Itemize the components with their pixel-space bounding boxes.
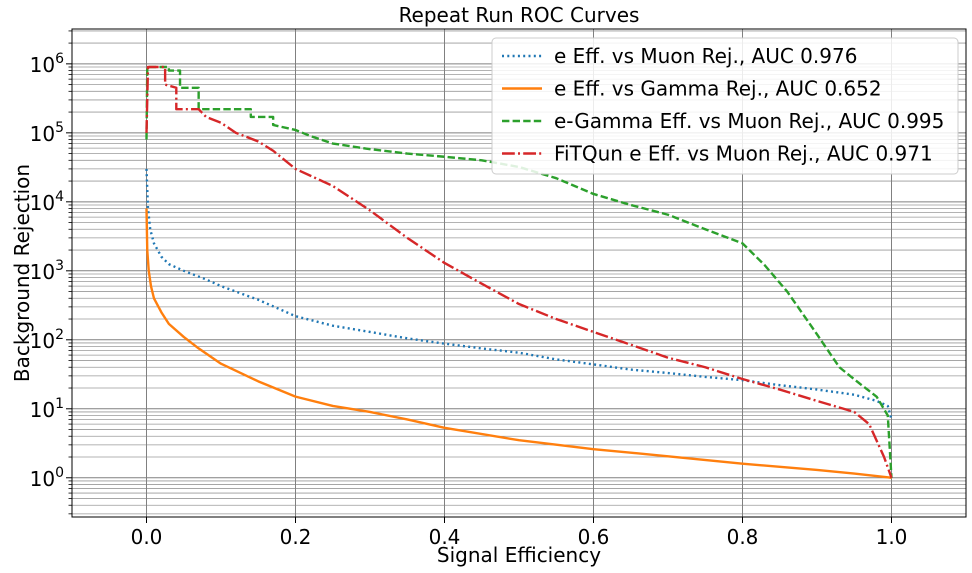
y-tick-label: 104	[30, 189, 64, 215]
y-tick-label: 101	[30, 396, 64, 422]
y-axis-ticks: 100 101 102 103 104 105 106	[30, 30, 72, 515]
series-lines	[145, 65, 893, 479]
x-axis-title: Signal Efficiency	[437, 543, 601, 567]
x-axis-ticks: 0.0 0.2 0.4 0.6 0.8 1.0	[131, 517, 908, 549]
legend-label-3: e-Gamma Eff. vs Muon Rej., AUC 0.995	[554, 109, 944, 133]
y-tick-label: 102	[30, 327, 64, 353]
chart-title: Repeat Run ROC Curves	[399, 3, 640, 27]
x-tick-label: 0.8	[727, 525, 759, 549]
y-tick-label: 106	[30, 51, 64, 77]
plot-frame	[71, 28, 967, 518]
legend-label-1: e Eff. vs Muon Rej., AUC 0.976	[554, 44, 857, 68]
x-tick-label: 0.4	[429, 525, 461, 549]
series-line-2	[145, 208, 892, 479]
y-axis-title: Background Rejection	[10, 164, 34, 382]
x-tick-label: 0.0	[131, 525, 163, 549]
y-tick-label: 103	[30, 258, 64, 284]
legend-box	[491, 37, 959, 175]
legend: e Eff. vs Muon Rej., AUC 0.976 e Eff. vs …	[491, 37, 959, 175]
series-line-1	[145, 168, 893, 420]
legend-label-4: FiTQun e Eff. vs Muon Rej., AUC 0.971	[554, 142, 933, 166]
legend-label-2: e Eff. vs Gamma Rej., AUC 0.652	[554, 77, 882, 101]
x-tick-label: 0.2	[280, 525, 312, 549]
y-tick-label: 105	[30, 120, 64, 146]
x-tick-label: 0.6	[578, 525, 610, 549]
x-tick-label: 1.0	[876, 525, 908, 549]
series-line-4	[145, 65, 893, 479]
y-tick-label: 100	[30, 465, 64, 491]
